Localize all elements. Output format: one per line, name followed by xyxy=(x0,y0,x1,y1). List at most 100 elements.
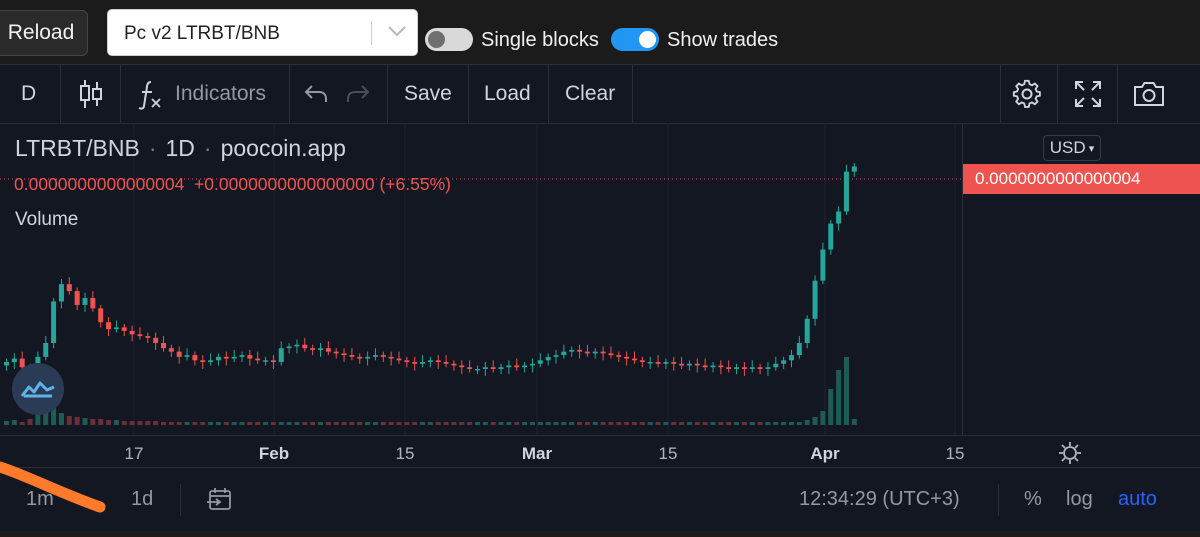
volume-bar xyxy=(734,422,740,425)
log-scale-button[interactable]: log xyxy=(1066,488,1093,510)
toolbar-divider xyxy=(468,65,469,123)
candle-type-button[interactable] xyxy=(78,65,104,123)
candle xyxy=(90,298,96,309)
single-blocks-toggle[interactable] xyxy=(425,28,473,51)
volume-bar xyxy=(545,422,551,425)
currency-select[interactable]: USD ▾ xyxy=(1043,135,1101,161)
chevron-down-icon[interactable] xyxy=(386,23,408,44)
pair-select[interactable]: Pc v2 LTRBT/BNB xyxy=(107,9,418,56)
volume-bar xyxy=(208,422,214,425)
fullscreen-button[interactable] xyxy=(1073,65,1103,123)
single-blocks-label: Single blocks xyxy=(481,29,599,51)
indicators-button[interactable]: Indicators xyxy=(137,65,266,123)
volume-bar xyxy=(380,422,386,425)
candlestick-chart[interactable] xyxy=(0,123,962,435)
candle xyxy=(475,368,480,371)
candle xyxy=(694,363,700,366)
volume-bar xyxy=(420,422,426,425)
pair-select-divider xyxy=(371,21,372,45)
clear-button[interactable]: Clear xyxy=(565,65,615,123)
time-tick: Feb xyxy=(258,444,290,463)
volume-bar xyxy=(561,422,567,425)
chevron-down-icon: ▾ xyxy=(1088,142,1095,155)
redo-icon xyxy=(347,85,370,102)
volume-bar xyxy=(451,422,457,425)
candle xyxy=(286,346,292,349)
candle xyxy=(804,318,810,343)
percent-scale-button[interactable]: % xyxy=(1024,488,1042,510)
candle xyxy=(443,362,449,364)
volume-bar xyxy=(569,422,575,425)
candle xyxy=(616,355,622,357)
auto-scale-button[interactable]: auto xyxy=(1118,488,1157,510)
volume-bar xyxy=(294,422,300,425)
volume-bar xyxy=(702,422,708,425)
candle xyxy=(184,355,190,357)
toolbar-divider xyxy=(289,65,290,123)
candle xyxy=(239,355,245,357)
candle xyxy=(498,367,504,369)
price-pane[interactable]: LTRBT/BNB · 1D · poocoin.app 0.0000000000000… xyxy=(0,123,962,435)
gear-icon xyxy=(1012,79,1041,108)
clock-readout[interactable]: 12:34:29 (UTC+3) xyxy=(799,488,960,510)
poocoin-logo[interactable] xyxy=(12,363,64,415)
volume-bar xyxy=(333,422,339,425)
volume-bar xyxy=(796,422,802,425)
toolbar-divider xyxy=(60,65,61,123)
candle xyxy=(467,367,473,369)
volume-bar xyxy=(58,413,64,425)
candle xyxy=(710,365,716,368)
indicators-label: Indicators xyxy=(175,82,267,105)
settings-button[interactable] xyxy=(1012,65,1042,123)
candle xyxy=(545,356,551,361)
interval-button[interactable]: D xyxy=(21,65,36,123)
redo-button[interactable] xyxy=(345,65,371,123)
candle xyxy=(4,362,9,366)
volume-bar xyxy=(98,419,104,425)
show-trades-label: Show trades xyxy=(667,29,779,51)
candle xyxy=(789,355,794,361)
undo-button[interactable] xyxy=(303,65,329,123)
legend-interval: 1D xyxy=(165,135,195,161)
show-trades-toggle[interactable] xyxy=(611,28,659,51)
volume-bar xyxy=(51,403,57,425)
candle xyxy=(270,360,276,363)
volume-bar xyxy=(679,422,685,425)
volume-bar xyxy=(113,420,119,425)
candle xyxy=(51,301,57,343)
candle xyxy=(137,334,143,337)
volume-bar xyxy=(239,422,245,425)
price-scale[interactable]: USD ▾ 0.0000000000000004 xyxy=(962,123,1200,435)
candle xyxy=(522,365,528,368)
candle xyxy=(357,356,363,359)
volume-bar xyxy=(765,422,771,425)
volume-bar xyxy=(694,422,700,425)
volume-bar xyxy=(498,422,504,425)
candle xyxy=(278,348,284,363)
volume-legend: Volume xyxy=(15,209,79,230)
chart-widget: D Indicators xyxy=(0,64,1200,531)
volume-bar xyxy=(482,422,488,425)
legend-separator: · xyxy=(148,135,157,161)
currency-label: USD xyxy=(1049,138,1086,157)
candle xyxy=(435,360,441,363)
load-button[interactable]: Load xyxy=(484,65,531,123)
reload-button[interactable]: Reload xyxy=(0,10,88,56)
volume-bar xyxy=(200,422,206,425)
volume-bar xyxy=(467,422,473,425)
volume-bar xyxy=(655,422,661,425)
top-bar: Reload Pc v2 LTRBT/BNB Single blocks Sho… xyxy=(0,0,1200,64)
time-tick: 15 xyxy=(945,444,965,463)
candle xyxy=(43,343,49,357)
screenshot-button[interactable] xyxy=(1132,65,1166,123)
timezone-settings-icon[interactable] xyxy=(1058,441,1082,470)
volume-bar xyxy=(726,422,732,425)
time-axis[interactable]: 17 Feb 15 Mar 15 Apr 15 xyxy=(0,435,1200,468)
save-button[interactable]: Save xyxy=(404,65,452,123)
goto-date-icon[interactable] xyxy=(206,487,234,518)
volume-bar xyxy=(577,422,583,425)
range-1m-button[interactable]: 1m xyxy=(26,488,54,510)
candle xyxy=(349,355,355,357)
volume-bar xyxy=(671,422,677,425)
range-1d-button[interactable]: 1d xyxy=(131,488,154,510)
